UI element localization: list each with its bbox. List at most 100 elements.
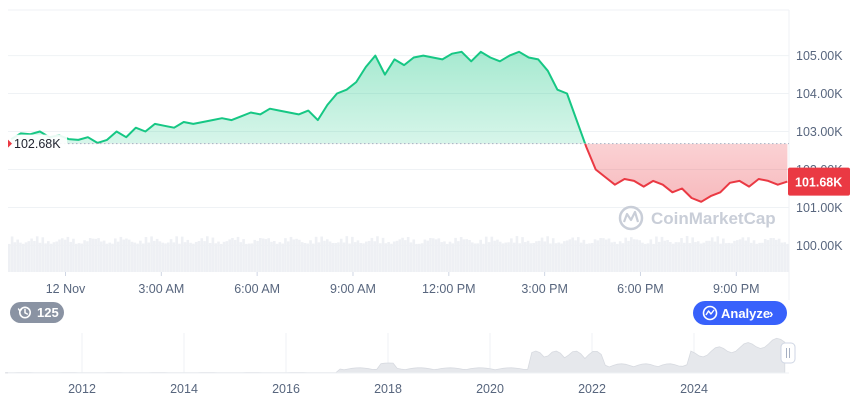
- volume-bar: [702, 242, 706, 272]
- volume-bar: [582, 239, 586, 272]
- volume-bar: [406, 236, 410, 272]
- volume-bar: [155, 238, 159, 272]
- volume-bar: [119, 236, 123, 272]
- volume-bar: [643, 243, 647, 272]
- volume-bar: [526, 240, 530, 272]
- price-line: [10, 50, 788, 203]
- overview-x-tick-label: 2014: [170, 382, 198, 396]
- volume-bar: [755, 243, 759, 272]
- volume-bar: [501, 243, 505, 272]
- volume-bar: [663, 240, 667, 272]
- volume-bar: [306, 243, 310, 272]
- volume-bar: [108, 242, 112, 272]
- volume-bar: [208, 243, 212, 272]
- volume-bar: [328, 241, 332, 272]
- volume-bar: [727, 242, 731, 272]
- volume-bar: [457, 241, 460, 272]
- volume-bar: [507, 242, 510, 272]
- volume-bar: [437, 238, 441, 272]
- volume-bar: [624, 237, 628, 272]
- volume-bar: [462, 239, 466, 272]
- volume-bar: [270, 241, 273, 272]
- volume-bar: [339, 238, 343, 272]
- volume-bar: [431, 238, 435, 272]
- volume-bar: [239, 242, 243, 272]
- volume-bar: [13, 242, 17, 272]
- volume-bar: [100, 241, 103, 272]
- overview-x-tick-label: 2024: [680, 382, 708, 396]
- area-below-reference: [11, 143, 788, 202]
- volume-bar: [88, 238, 92, 272]
- volume-bar: [94, 238, 98, 272]
- reference-label-bg: [9, 134, 67, 152]
- volume-bar: [465, 239, 469, 272]
- x-tick-label: 3:00 PM: [521, 282, 568, 296]
- analyze-button[interactable]: Analyze ›: [693, 301, 787, 325]
- volume-bar: [404, 240, 407, 272]
- volume-bar: [775, 239, 778, 272]
- navigator-handle[interactable]: [780, 342, 796, 364]
- volume-bar: [33, 240, 36, 272]
- volume-bar: [557, 242, 561, 272]
- volume-bar: [786, 243, 789, 272]
- volume-bar: [10, 236, 14, 272]
- overview-x-tick-label: 2012: [68, 382, 96, 396]
- volume-bar: [362, 243, 365, 272]
- volume-bar: [780, 242, 784, 272]
- volume-bar: [669, 241, 672, 272]
- volume-bar: [524, 242, 527, 272]
- volume-bar: [512, 242, 516, 272]
- x-tick-label: 6:00 PM: [617, 282, 664, 296]
- volume-bar: [434, 239, 438, 272]
- volume-bar: [97, 238, 100, 272]
- volume-bar: [705, 240, 708, 272]
- volume-bar: [139, 240, 142, 272]
- volume-bar: [180, 236, 184, 272]
- volume-bar: [546, 236, 549, 272]
- volume-bar: [72, 238, 75, 272]
- volume-bar: [105, 243, 109, 272]
- volume-bar: [49, 243, 53, 272]
- volume-bar: [38, 242, 42, 272]
- y-tick-label: 105.00K: [796, 49, 843, 63]
- volume-bar: [554, 243, 558, 272]
- volume-bar: [498, 241, 502, 272]
- volume-bar: [510, 238, 513, 272]
- volume-bar: [493, 240, 496, 272]
- volume-bar: [490, 236, 494, 272]
- volume-bar: [738, 239, 742, 272]
- volume-bar: [197, 241, 201, 272]
- volume-bar: [74, 243, 78, 272]
- volume-bar: [312, 243, 315, 272]
- volume-bar: [194, 241, 198, 272]
- volume-bar: [136, 243, 139, 272]
- volume-bar: [445, 243, 449, 272]
- volume-bar: [730, 243, 734, 272]
- volume-bar: [537, 240, 541, 272]
- volume-bar: [164, 243, 167, 272]
- overview-x-tick-label: 2016: [272, 382, 300, 396]
- volume-bar: [487, 242, 491, 272]
- volume-bar: [691, 237, 694, 272]
- volume-bar: [641, 242, 644, 272]
- watermark-text: CoinMarketCap: [651, 209, 776, 228]
- volume-bar: [284, 238, 287, 272]
- volume-bar: [657, 241, 661, 272]
- volume-bar: [468, 239, 471, 272]
- coinmarketcap-logo-icon: [618, 205, 644, 231]
- volume-bar: [638, 240, 641, 272]
- volume-bar: [300, 242, 304, 272]
- volume-bar: [253, 239, 257, 272]
- current-price-badge: 101.68K: [788, 167, 850, 196]
- volume-bar: [758, 242, 761, 272]
- overview-navigator[interactable]: [5, 333, 790, 374]
- volume-bar: [577, 237, 580, 272]
- volume-bar: [337, 242, 340, 272]
- volume-bar: [147, 242, 151, 272]
- volume-bar: [409, 242, 413, 272]
- history-button[interactable]: 125: [10, 302, 64, 323]
- x-tick-label: 6:00 AM: [234, 282, 280, 296]
- current-price-label: 101.68K: [795, 176, 842, 190]
- volume-bar: [627, 240, 630, 272]
- volume-bar: [113, 238, 117, 272]
